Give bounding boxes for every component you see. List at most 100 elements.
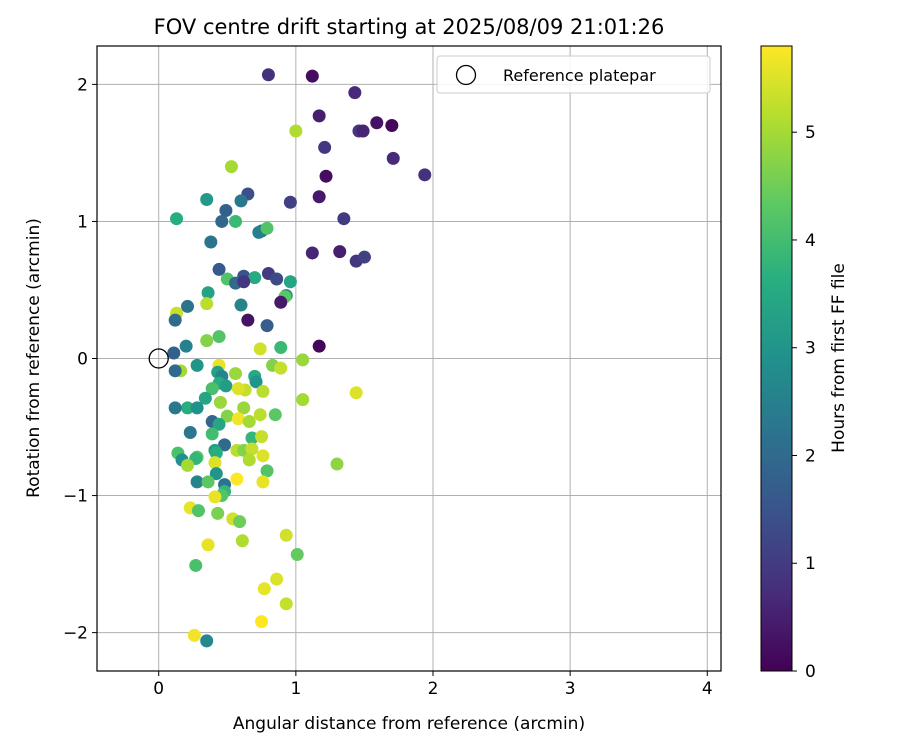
data-point [205,427,219,441]
data-point [168,313,182,327]
data-point [181,401,195,415]
data-point [385,118,399,132]
x-tick-label: 3 [565,679,576,699]
data-point [190,358,204,372]
x-tick-label: 0 [153,679,164,699]
y-tick-label: 2 [77,75,88,95]
data-point [200,193,214,207]
data-point [261,68,275,82]
legend-entry-label: Reference platepar [503,66,656,85]
data-point [319,169,333,183]
data-point [256,475,270,489]
data-point [312,190,326,204]
data-point [268,408,282,422]
data-point [356,124,370,138]
reference-platepar-marker [148,348,169,369]
data-point [212,262,226,276]
data-point [260,221,274,235]
data-point [279,528,293,542]
colorbar-tick-label: 5 [805,123,816,143]
data-point [257,582,271,596]
data-point [305,246,319,260]
data-point [296,353,310,367]
data-point [305,69,319,83]
x-axis-label: Angular distance from reference (arcmin) [233,714,585,734]
data-point [167,346,181,360]
data-point [229,367,243,381]
data-point [201,538,215,552]
data-point [209,467,223,481]
data-point [205,382,219,396]
data-point [218,438,232,452]
data-point [357,250,371,264]
data-point [168,401,182,415]
x-axis-ticks: 0 1 2 3 4 [153,671,713,699]
data-point [312,339,326,353]
data-point [189,558,203,572]
colorbar-tick-label: 4 [805,231,816,251]
data-point [318,140,332,154]
data-point [212,330,226,344]
data-point [386,151,400,165]
data-point [270,272,284,286]
colorbar-ticks: 0 1 2 3 4 5 [792,123,816,682]
colorbar-label: Hours from first FF file [829,263,849,453]
data-point [231,412,245,426]
data-point [337,212,351,226]
data-point [349,386,363,400]
data-point [256,384,270,398]
data-point [279,597,293,611]
data-point [168,364,182,378]
data-point [253,408,267,422]
data-point [187,628,201,642]
data-point [234,298,248,312]
data-point [234,194,248,208]
data-point [296,393,310,407]
data-point [212,417,226,431]
colorbar-tick-label: 3 [805,339,816,359]
data-point [241,313,255,327]
data-point [255,615,269,629]
legend: Reference platepar [436,55,711,94]
y-tick-label: −2 [63,624,88,644]
data-point [181,458,195,472]
data-point [200,634,214,648]
data-point [256,449,270,463]
data-point [274,295,288,309]
x-tick-label: 2 [428,679,439,699]
data-point [370,116,384,130]
data-point [253,342,267,356]
data-point [183,426,197,440]
data-point [245,442,259,456]
data-point [209,446,223,460]
data-point [190,401,204,415]
data-point [237,275,251,289]
data-point [283,275,297,289]
data-point [230,472,244,486]
colorbar-tick-label: 1 [805,554,816,574]
data-point [237,401,251,415]
data-point [333,245,347,259]
y-axis-label: Rotation from reference (arcmin) [24,218,44,498]
reference-marker-layer [148,348,169,369]
data-point [248,271,262,285]
legend-box [436,55,711,94]
data-point [208,490,222,504]
y-tick-label: 1 [77,212,88,232]
data-point [245,431,259,445]
data-point [198,391,212,405]
data-point [229,214,243,228]
chart-title: FOV centre drift starting at 2025/08/09 … [154,15,665,39]
data-point [274,341,288,355]
data-point [220,409,234,423]
y-tick-label: −1 [63,487,88,507]
data-point [348,86,362,100]
data-point [270,572,284,586]
data-points [167,68,432,648]
data-point [219,379,233,393]
legend-marker-open-circle [455,64,477,86]
data-point [200,334,214,348]
colorbar-tick-label: 0 [805,662,816,682]
data-point [219,203,233,217]
data-point [418,168,432,182]
